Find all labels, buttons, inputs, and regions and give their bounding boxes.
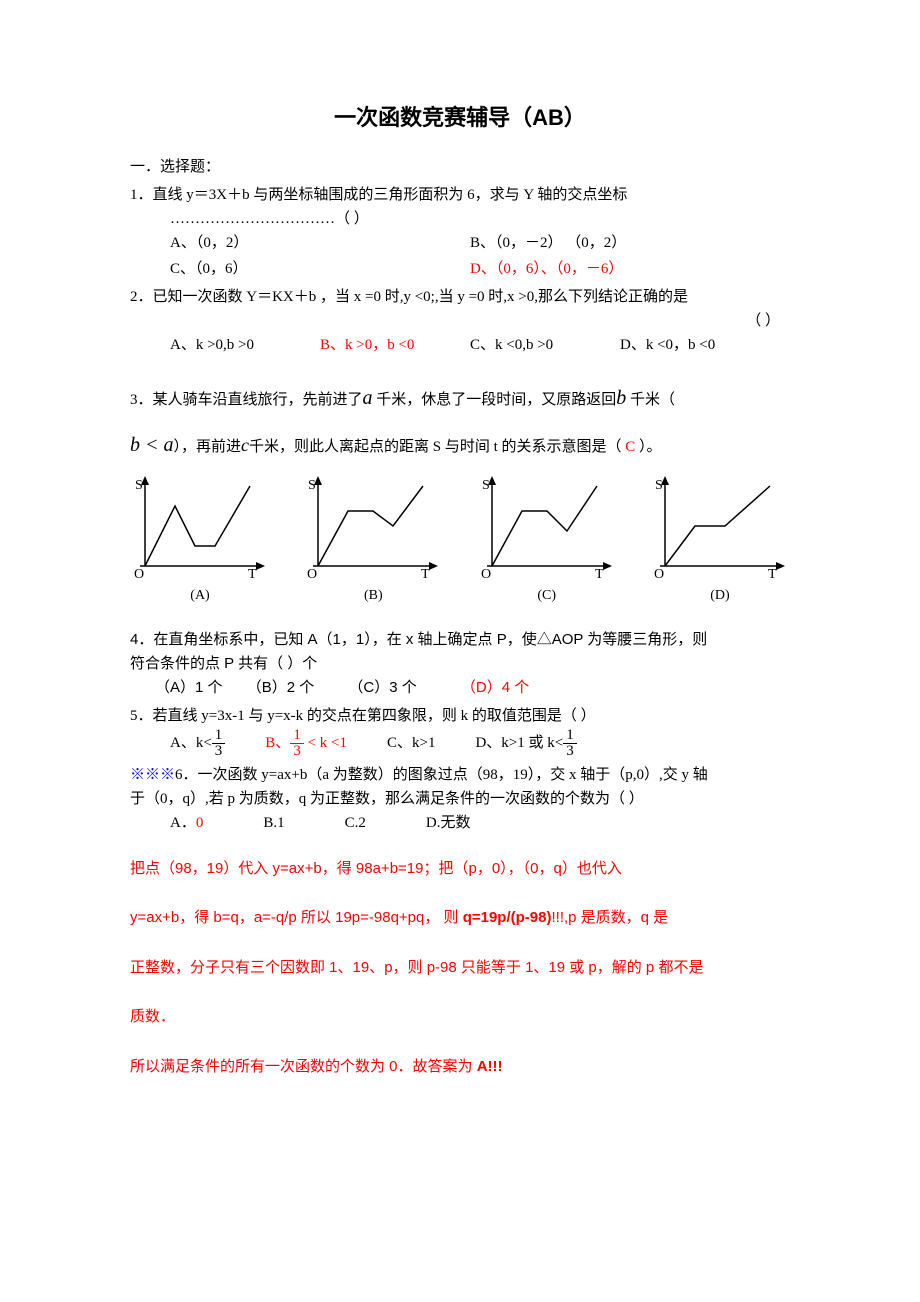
graph-row: S O T (A) S O T (B) S O T xyxy=(130,471,790,607)
section-heading: 一．选择题： xyxy=(130,155,790,179)
q1-opt-a: A、（0，2） xyxy=(170,231,470,255)
q1-text: 1．直线 y＝3X＋b 与两坐标轴围成的三角形面积为 6，求与 Y 轴的交点坐标 xyxy=(130,183,790,207)
question-1: 1．直线 y＝3X＋b 与两坐标轴围成的三角形面积为 6，求与 Y 轴的交点坐标… xyxy=(130,183,790,281)
expl-p5: 所以满足条件的所有一次函数的个数为 0．故答案为 A!!! xyxy=(130,1051,790,1083)
q2-text: 2．已知一次函数 Y＝KX＋b ，当 x =0 时,y <0;,当 y =0 时… xyxy=(130,285,790,309)
q6-line2: 于（0，q）,若 p 为质数，q 为正整数，那么满足条件的一次函数的个数为（ ） xyxy=(130,787,790,811)
svg-text:S: S xyxy=(482,478,490,493)
q4-line1: 4．在直角坐标系中，已知 A（1，1），在 x 轴上确定点 P，使△AOP 为等… xyxy=(130,628,790,652)
q5-opt-b: B、13 < k <1 xyxy=(265,728,347,759)
q1-opt-d: D、（0，6）、（0，－6） xyxy=(470,257,770,281)
graph-a-label: (A) xyxy=(130,585,270,607)
q5-opt-d: D、k>1 或 k<13 xyxy=(475,728,576,759)
svg-text:S: S xyxy=(655,478,663,493)
q2-opt-c: C、k <0,b >0 xyxy=(470,333,620,357)
svg-text:S: S xyxy=(308,478,316,493)
q1-opt-c: C、（0，6） xyxy=(170,257,470,281)
question-3: 3．某人骑车沿直线旅行，先前进了a 千米，休息了一段时间，又原路返回b 千米（ … xyxy=(130,382,790,461)
svg-text:O: O xyxy=(134,567,144,581)
expl-p2: y=ax+b，得 b=q，a=-q/p 所以 19p=-98q+pq， 则 q=… xyxy=(130,902,790,934)
svg-text:O: O xyxy=(307,567,317,581)
graph-c: S O T (C) xyxy=(477,471,617,607)
svg-text:T: T xyxy=(768,567,777,581)
svg-text:T: T xyxy=(248,567,257,581)
question-4: 4．在直角坐标系中，已知 A（1，1），在 x 轴上确定点 P，使△AOP 为等… xyxy=(130,628,790,700)
graph-c-label: (C) xyxy=(477,585,617,607)
expl-p4: 质数． xyxy=(130,1001,790,1033)
question-5: 5．若直线 y=3x-1 与 y=x-k 的交点在第四象限，则 k 的取值范围是… xyxy=(130,704,790,759)
q4-opts: （A）1 个 （B）2 个 （C）3 个 （D）4 个 xyxy=(155,676,790,700)
q2-parens: （ ） xyxy=(746,309,780,333)
svg-text:O: O xyxy=(481,567,491,581)
page-title: 一次函数竞赛辅导（AB） xyxy=(130,100,790,135)
q1-opt-b: B、（0，－2） （0，2） xyxy=(470,231,770,255)
q5-opt-a: A、k<13 xyxy=(170,728,225,759)
q3-line2: b < a），再前进c千米，则此人离起点的距离 S 与时间 t 的关系示意图是（… xyxy=(130,429,790,461)
q1-dots: ……………………………（ ） xyxy=(170,207,790,231)
svg-text:T: T xyxy=(595,567,604,581)
expl-p1: 把点（98，19）代入 y=ax+b，得 98a+b=19；把（p，0），（0，… xyxy=(130,853,790,885)
expl-p3: 正整数，分子只有三个因数即 1、19、p，则 p-98 只能等于 1、19 或 … xyxy=(130,952,790,984)
graph-d: S O T (D) xyxy=(650,471,790,607)
graph-b: S O T (B) xyxy=(303,471,443,607)
q5-opts: A、k<13 B、13 < k <1 C、k>1 D、k>1 或 k<13 xyxy=(170,728,790,759)
explanation: 把点（98，19）代入 y=ax+b，得 98a+b=19；把（p，0），（0，… xyxy=(130,853,790,1083)
graph-b-label: (B) xyxy=(303,585,443,607)
q2-opt-a: A、k >0,b >0 xyxy=(170,333,320,357)
svg-text:O: O xyxy=(654,567,664,581)
q4-line2: 符合条件的点 P 共有（ ）个 xyxy=(130,652,790,676)
svg-text:S: S xyxy=(135,478,143,493)
q5-text: 5．若直线 y=3x-1 与 y=x-k 的交点在第四象限，则 k 的取值范围是… xyxy=(130,704,790,728)
graph-d-label: (D) xyxy=(650,585,790,607)
graph-a: S O T (A) xyxy=(130,471,270,607)
q6-line1: ※※※6．一次函数 y=ax+b（a 为整数）的图象过点（98，19），交 x … xyxy=(130,763,790,787)
question-6: ※※※6．一次函数 y=ax+b（a 为整数）的图象过点（98，19），交 x … xyxy=(130,763,790,835)
svg-text:T: T xyxy=(421,567,430,581)
q6-opts: A．0 B.1 C.2 D.无数 xyxy=(170,811,790,835)
q2-opt-d: D、k <0，b <0 xyxy=(620,333,770,357)
question-2: 2．已知一次函数 Y＝KX＋b ，当 x =0 时,y <0;,当 y =0 时… xyxy=(130,285,790,357)
q3-line1: 3．某人骑车沿直线旅行，先前进了a 千米，休息了一段时间，又原路返回b 千米（ xyxy=(130,382,790,414)
q2-opt-b: B、k >0，b <0 xyxy=(320,333,470,357)
q5-opt-c: C、k>1 xyxy=(387,731,435,755)
